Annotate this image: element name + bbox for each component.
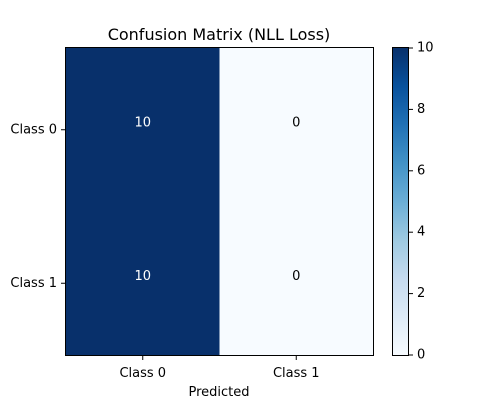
heatmap-cell [219,201,373,355]
heatmap-cell-labels: 10 0 10 0 [134,115,300,284]
heatmap-cell [219,48,373,202]
colorbar-tick-label: 4 [417,225,425,240]
colorbar-tick-label: 2 [417,286,425,301]
heatmap-cell [66,48,220,202]
colorbar-tick-label: 8 [417,102,425,117]
colorbar [392,47,409,356]
cell-value-label: 0 [292,269,300,284]
x-axis: Class 0 Class 1 [119,356,320,381]
heatmap-cell [66,201,220,355]
x-tick-label: Class 0 [119,366,166,381]
y-tick-label: Class 0 [10,122,57,137]
colorbar-ticks: 0 2 4 6 8 10 [409,41,434,363]
y-tick-label: Class 1 [10,276,57,291]
colorbar-tick-label: 0 [417,348,425,363]
colorbar-tick-label: 10 [417,41,434,56]
cell-value-label: 10 [134,115,151,130]
cell-value-label: 10 [134,269,151,284]
x-axis-label: Predicted [188,385,249,400]
y-axis: Class 0 Class 1 [10,122,65,291]
x-tick-label: Class 1 [273,366,320,381]
cell-value-label: 0 [292,115,300,130]
plot-frame [65,47,374,356]
colorbar-tick-label: 6 [417,163,425,178]
chart-title: Confusion Matrix (NLL Loss) [108,25,331,44]
heatmap-cells [66,48,373,355]
